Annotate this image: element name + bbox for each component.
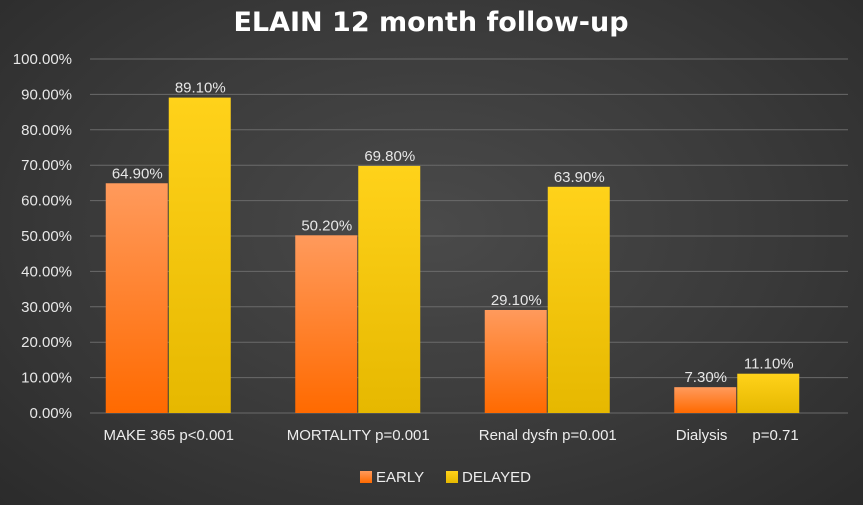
bars <box>105 97 800 413</box>
y-tick-label: 70.00% <box>21 157 72 174</box>
y-tick-label: 100.00% <box>13 51 72 68</box>
legend-label-delayed: DELAYED <box>462 469 531 486</box>
data-label-early-2: 29.10% <box>491 292 542 309</box>
bar-early-0 <box>105 183 168 413</box>
bar-delayed-2 <box>547 186 610 413</box>
x-tick-label: Dialysis p=0.71 <box>676 427 799 444</box>
x-tick-label: MORTALITY p=0.001 <box>287 427 430 444</box>
data-label-early-1: 50.20% <box>301 217 352 234</box>
y-tick-label: 10.00% <box>21 370 72 387</box>
data-labels: 64.90% 89.10% 50.20% 69.80% 29.10% 63.90% 7.30… <box>112 80 794 387</box>
x-tick-label: MAKE 365 p<0.001 <box>103 427 234 444</box>
y-tick-label: 20.00% <box>21 334 72 351</box>
bar-early-2 <box>484 309 547 413</box>
bar-early-1 <box>295 235 358 413</box>
legend-swatch-delayed <box>446 471 458 483</box>
legend: EARLY DELAYED <box>360 469 531 486</box>
bar-delayed-1 <box>358 165 421 413</box>
y-tick-label: 50.00% <box>21 228 72 245</box>
bar-delayed-3 <box>737 373 800 413</box>
data-label-early-3: 7.30% <box>684 369 727 386</box>
data-label-delayed-0: 89.10% <box>175 80 226 97</box>
y-tick-label: 80.00% <box>21 122 72 139</box>
legend-swatch-early <box>360 471 372 483</box>
data-label-early-0: 64.90% <box>112 165 163 182</box>
x-axis-ticks: MAKE 365 p<0.001 MORTALITY p=0.001 Renal d… <box>103 427 798 444</box>
y-tick-label: 40.00% <box>21 263 72 280</box>
y-tick-label: 0.00% <box>29 405 72 422</box>
x-tick-label: Renal dysfn p=0.001 <box>479 427 617 444</box>
data-label-delayed-2: 63.90% <box>554 169 605 186</box>
chart-title: ELAIN 12 month follow-up <box>233 7 628 38</box>
bar-early-3 <box>674 387 737 413</box>
y-tick-label: 90.00% <box>21 86 72 103</box>
bar-delayed-0 <box>168 97 231 413</box>
y-tick-label: 30.00% <box>21 299 72 316</box>
legend-label-early: EARLY <box>376 469 424 486</box>
data-label-delayed-1: 69.80% <box>364 148 415 165</box>
data-label-delayed-3: 11.10% <box>744 356 794 373</box>
y-tick-label: 60.00% <box>21 193 72 210</box>
y-axis-ticks: 0.00% 10.00% 20.00% 30.00% 40.00% 50.00% 60.00… <box>13 51 72 422</box>
